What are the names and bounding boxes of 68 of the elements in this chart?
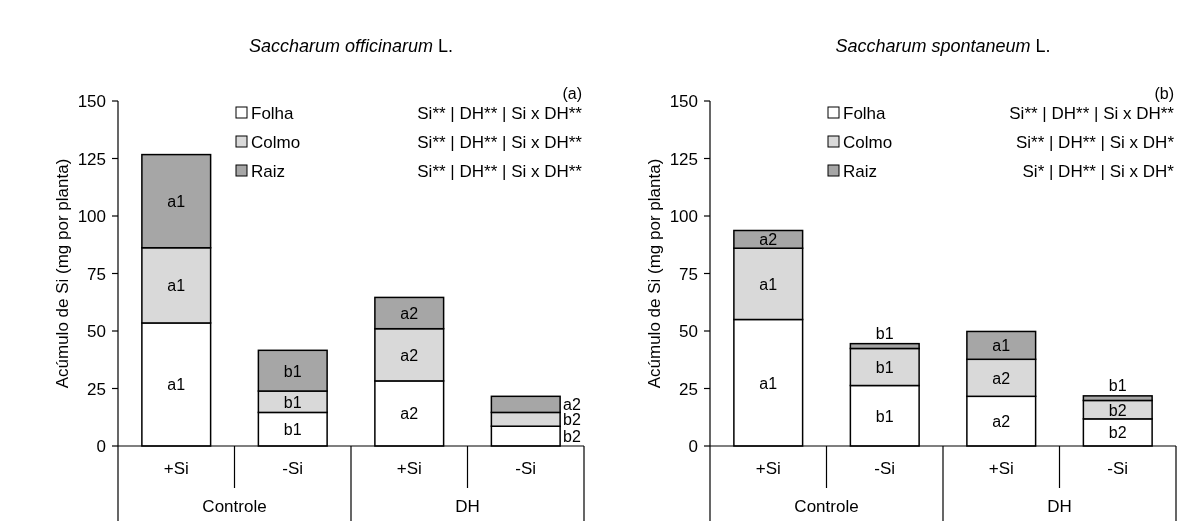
y-tick-label: 75 <box>87 264 106 284</box>
y-tick-label: 150 <box>669 92 698 111</box>
data-label: a2 <box>400 346 419 364</box>
text: Controle <box>794 497 859 516</box>
data-label: a2 <box>563 396 582 414</box>
data-label: a1 <box>992 337 1011 355</box>
data-label: a2 <box>759 231 778 249</box>
data-label: a1 <box>167 277 186 295</box>
x-tick-label: +Si <box>396 459 422 478</box>
x-tick-label: -Si <box>874 459 896 478</box>
y-tick-label: 75 <box>679 264 698 284</box>
annotation: Si** | DH** | Si x DH* <box>1015 133 1175 152</box>
data-label: a2 <box>400 305 419 323</box>
text: DH <box>1047 497 1072 516</box>
annotation: Si** | DH** | Si x DH** <box>417 162 583 181</box>
data-label: a1 <box>167 376 186 394</box>
y-tick-label: 125 <box>77 149 106 169</box>
data-label: a2 <box>992 413 1011 431</box>
x-tick-label: -Si <box>282 459 304 478</box>
x-tick-label: +Si <box>755 459 781 478</box>
y-tick-label: 50 <box>87 322 106 341</box>
y-tick-label: 100 <box>77 207 106 226</box>
y-tick-label: 25 <box>679 379 698 399</box>
annotation: (a) <box>562 85 582 102</box>
x-tick-label: -Si <box>515 459 537 478</box>
data-label: b2 <box>563 411 582 429</box>
annotation: Si* | DH** | Si x DH* <box>1022 162 1175 181</box>
data-label: b1 <box>1108 376 1127 394</box>
y-tick-label: 125 <box>669 149 698 169</box>
data-label: b2 <box>1108 401 1127 419</box>
annotation: (b) <box>1154 85 1174 102</box>
data-label: a1 <box>167 193 186 211</box>
y-tick-label: 0 <box>96 437 106 456</box>
legend-label: Colmo <box>843 133 893 152</box>
x-tick-label: +Si <box>988 459 1014 478</box>
annotation: Si** | DH** | Si x DH** <box>417 104 583 123</box>
data-label: a1 <box>759 275 778 293</box>
x-tick-label: +Si <box>163 459 189 478</box>
legend-label: Folha <box>843 104 887 123</box>
data-label: a1 <box>759 374 778 392</box>
data-label: a2 <box>992 369 1011 387</box>
legend-label: Colmo <box>251 133 301 152</box>
data-label: b1 <box>283 393 302 411</box>
data-label: b1 <box>875 358 894 376</box>
y-tick-label: 25 <box>87 379 106 399</box>
legend-label: Raiz <box>251 162 286 181</box>
legend-label: Raiz <box>843 162 878 181</box>
legend-label: Folha <box>251 104 295 123</box>
data-label: b1 <box>875 324 894 342</box>
y-tick-label: 0 <box>688 437 698 456</box>
data-label: b2 <box>563 428 582 446</box>
y-tick-label: 100 <box>669 207 698 226</box>
y-tick-label: 150 <box>77 92 106 111</box>
data-label: b1 <box>283 362 302 380</box>
data-label: b1 <box>875 407 894 425</box>
annotation: Si** | DH** | Si x DH** <box>1009 104 1175 123</box>
data-label: b2 <box>1108 424 1127 442</box>
data-label: a2 <box>400 405 419 423</box>
x-tick-label: -Si <box>1107 459 1129 478</box>
chart-title: Saccharum officinarum L. <box>248 36 454 56</box>
data-label: b1 <box>283 421 302 439</box>
chart-title: Saccharum spontaneum L. <box>835 36 1051 56</box>
text: DH <box>455 497 480 516</box>
y-axis-title: Acúmulo de Si (mg por planta) <box>53 158 72 389</box>
y-tick-label: 50 <box>679 322 698 341</box>
text: Controle <box>202 497 267 516</box>
annotation: Si** | DH** | Si x DH** <box>417 133 583 152</box>
y-axis-title: Acúmulo de Si (mg por planta) <box>645 158 664 389</box>
